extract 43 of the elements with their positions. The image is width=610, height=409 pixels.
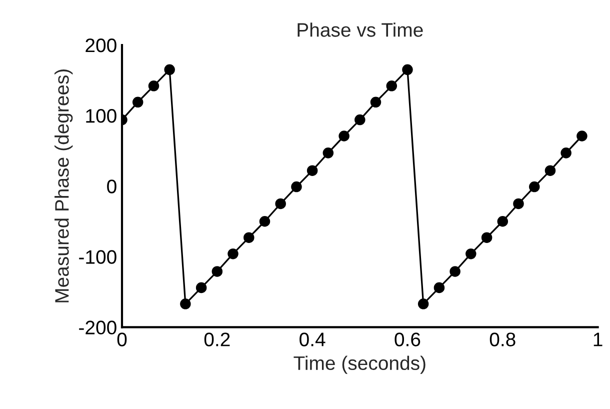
x-tick-label: 0.2	[204, 332, 230, 346]
point	[148, 80, 160, 92]
y-tick-label: -200	[79, 320, 116, 334]
point	[196, 282, 207, 294]
point	[322, 148, 334, 158]
y-axis-title: Measured Phase (degrees)	[54, 69, 73, 302]
x-tick-label: 0.6	[394, 332, 420, 346]
point	[228, 248, 238, 260]
point	[513, 198, 524, 210]
chart-title: Phase vs Time	[298, 22, 423, 37]
point	[180, 298, 191, 310]
point	[275, 198, 286, 210]
x-tick-label: 1	[594, 332, 602, 346]
point	[164, 64, 175, 76]
point	[466, 248, 476, 260]
point	[338, 130, 350, 142]
point	[576, 130, 588, 142]
x-tick-label: 0	[117, 332, 127, 346]
point	[402, 64, 413, 76]
point	[497, 216, 508, 227]
point	[544, 165, 556, 176]
y-tick-label: 100	[86, 109, 116, 123]
x-tick-label: 0.4	[300, 332, 326, 346]
point	[418, 298, 429, 310]
point	[212, 266, 223, 277]
point	[560, 148, 572, 158]
point	[354, 114, 366, 126]
point	[132, 96, 144, 108]
x-tick-label: 0.8	[490, 332, 516, 346]
y-tick-label: -100	[79, 250, 116, 264]
point	[259, 216, 270, 227]
point	[291, 181, 302, 192]
point	[370, 96, 382, 108]
point	[244, 232, 254, 243]
point	[386, 80, 398, 92]
point	[528, 181, 540, 192]
x-axis-title: Time (seconds)	[294, 356, 426, 374]
y-tick-label: 0	[107, 180, 116, 194]
point	[306, 165, 318, 176]
point	[481, 232, 492, 243]
y-tick-label: 200	[86, 38, 116, 52]
point	[434, 282, 445, 294]
point	[450, 266, 460, 277]
